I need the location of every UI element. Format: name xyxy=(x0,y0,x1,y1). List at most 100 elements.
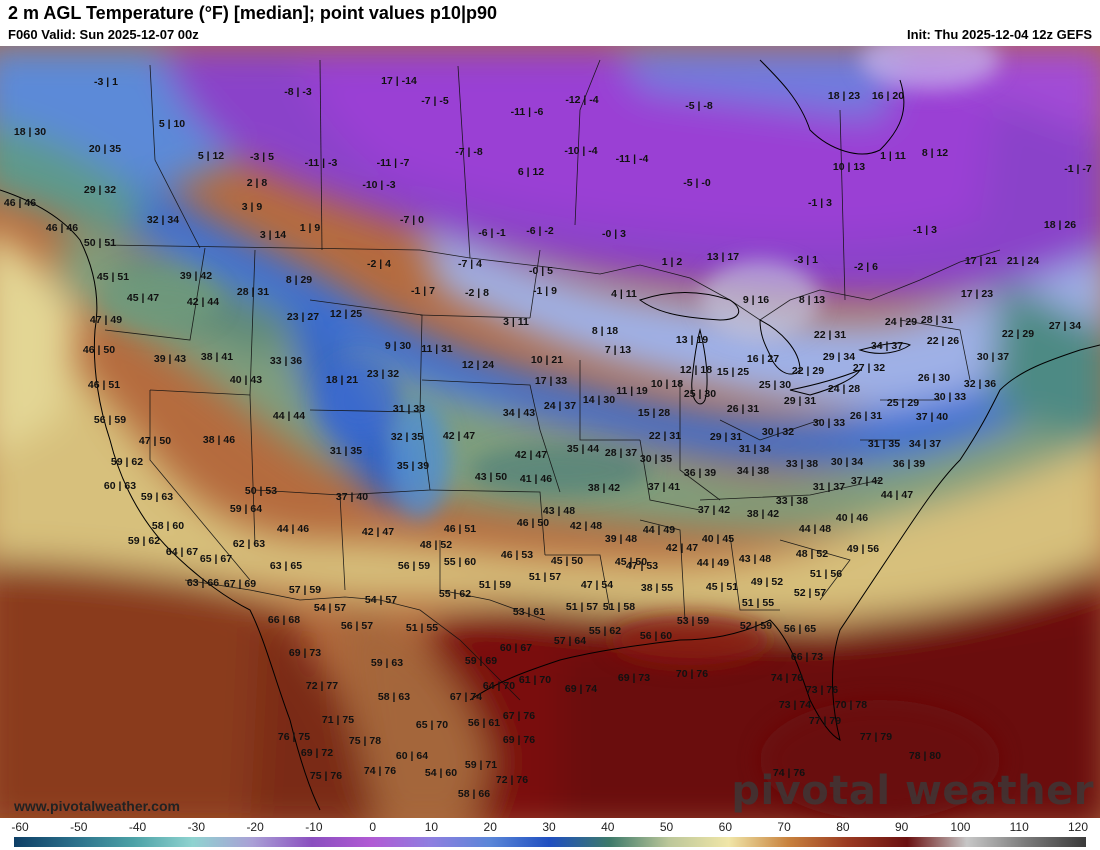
point-value: 56 | 60 xyxy=(640,630,672,642)
point-value: 60 | 63 xyxy=(104,480,136,492)
point-value: -10 | -4 xyxy=(564,145,597,157)
point-value: 70 | 76 xyxy=(676,668,708,680)
point-value: 67 | 69 xyxy=(224,578,256,590)
point-value: 39 | 43 xyxy=(154,353,186,365)
point-value: -5 | -0 xyxy=(683,177,711,189)
point-value: 29 | 31 xyxy=(710,431,742,443)
point-value: 46 | 50 xyxy=(517,517,549,529)
point-value: 27 | 32 xyxy=(853,362,885,374)
point-value: 50 | 53 xyxy=(245,485,277,497)
point-value: 62 | 63 xyxy=(233,538,265,550)
point-value: 45 | 50 xyxy=(615,556,647,568)
point-value: 33 | 38 xyxy=(776,495,808,507)
point-value: -3 | 1 xyxy=(94,76,118,88)
point-value: 30 | 33 xyxy=(934,391,966,403)
point-value: 46 | 53 xyxy=(501,549,533,561)
point-value: 15 | 25 xyxy=(717,366,749,378)
point-value: 31 | 33 xyxy=(393,403,425,415)
point-value: 24 | 37 xyxy=(544,400,576,412)
temperature-map[interactable]: -3 | 1 -8 | -3 17 | -14 -7 | -5 -11 | -6 -12 … xyxy=(0,46,1100,818)
color-scale-tick: 10 xyxy=(424,820,439,834)
map-canvas: -3 | 1 -8 | -3 17 | -14 -7 | -5 -11 | -6 -12 … xyxy=(0,46,1100,818)
point-value: 30 | 35 xyxy=(640,453,672,465)
point-value: 46 | 46 xyxy=(4,197,36,209)
point-value: 25 | 30 xyxy=(684,388,716,400)
point-value: 69 | 74 xyxy=(565,683,597,695)
color-scale-tick: 110 xyxy=(1009,820,1029,834)
point-value: 28 | 31 xyxy=(237,286,269,298)
point-value: 74 | 76 xyxy=(771,672,803,684)
point-value: 47 | 54 xyxy=(581,579,613,591)
point-value: 26 | 30 xyxy=(918,372,950,384)
point-value: 48 | 52 xyxy=(796,548,828,560)
point-value: 30 | 37 xyxy=(977,351,1009,363)
point-value: 77 | 79 xyxy=(860,731,892,743)
point-value: 21 | 24 xyxy=(1007,255,1039,267)
temperature-field xyxy=(0,46,1100,818)
point-value: 57 | 59 xyxy=(289,584,321,596)
point-value: 12 | 24 xyxy=(462,359,494,371)
point-value: 38 | 42 xyxy=(588,482,620,494)
color-scale-tick: 100 xyxy=(950,820,971,834)
point-value: 59 | 71 xyxy=(465,759,497,771)
point-value: 7 | 13 xyxy=(605,344,631,356)
point-value: 75 | 78 xyxy=(349,735,381,747)
point-value: -1 | 9 xyxy=(533,285,557,297)
point-value: 15 | 28 xyxy=(638,407,670,419)
point-value: 51 | 59 xyxy=(479,579,511,591)
color-scale-tick: 20 xyxy=(483,820,497,834)
point-value: 56 | 65 xyxy=(784,623,816,635)
point-value: 3 | 14 xyxy=(260,229,286,241)
point-value: 29 | 32 xyxy=(84,184,116,196)
point-value: 49 | 56 xyxy=(847,543,879,555)
point-value: 63 | 65 xyxy=(270,560,302,572)
point-value: 56 | 57 xyxy=(341,620,373,632)
point-value: 34 | 43 xyxy=(503,407,535,419)
point-value: 26 | 31 xyxy=(727,403,759,415)
point-value: 54 | 60 xyxy=(425,767,457,779)
website-credit[interactable]: www.pivotalweather.com xyxy=(14,798,180,814)
point-value: 38 | 46 xyxy=(203,434,235,446)
point-value: 31 | 37 xyxy=(813,481,845,493)
point-value: 54 | 57 xyxy=(365,594,397,606)
point-value: 16 | 20 xyxy=(872,90,904,102)
point-value: 37 | 42 xyxy=(698,504,730,516)
point-value: 34 | 37 xyxy=(909,438,941,450)
point-value: 51 | 55 xyxy=(742,597,774,609)
point-value: 66 | 73 xyxy=(791,651,823,663)
point-value: 42 | 47 xyxy=(443,430,475,442)
color-scale: -60 -50 -40 -30 -20 -10 0 10 20 30 40 50 60 70 80 90 100… xyxy=(0,818,1100,850)
color-scale-tick: -30 xyxy=(187,820,205,834)
point-value: 65 | 70 xyxy=(416,719,448,731)
color-scale-tick: 0 xyxy=(369,820,376,834)
point-value: 38 | 42 xyxy=(747,508,779,520)
point-value: -1 | 3 xyxy=(913,224,937,236)
point-value: -7 | -8 xyxy=(455,146,483,158)
point-value: 43 | 50 xyxy=(475,471,507,483)
point-value: 44 | 44 xyxy=(273,410,305,422)
point-values: -3 | 1 -8 | -3 17 | -14 -7 | -5 -11 | -6 -12 … xyxy=(4,75,1092,800)
point-value: -11 | -6 xyxy=(511,106,544,118)
point-value: 22 | 31 xyxy=(649,430,681,442)
point-value: 47 | 49 xyxy=(90,314,122,326)
point-value: 13 | 17 xyxy=(707,251,739,263)
point-value: 70 | 78 xyxy=(835,699,867,711)
point-value: 39 | 42 xyxy=(180,270,212,282)
point-value: 59 | 63 xyxy=(371,657,403,669)
point-value: 40 | 45 xyxy=(702,533,734,545)
point-value: 28 | 37 xyxy=(605,447,637,459)
point-value: 46 | 50 xyxy=(83,344,115,356)
point-value: 38 | 55 xyxy=(641,582,673,594)
color-scale-tick: 90 xyxy=(894,820,909,834)
point-value: 72 | 77 xyxy=(306,680,338,692)
point-value: 1 | 2 xyxy=(662,256,683,268)
point-value: 37 | 40 xyxy=(916,411,948,423)
point-value: 56 | 59 xyxy=(398,560,430,572)
init-time: Init: Thu 2025-12-04 12z GEFS xyxy=(907,27,1092,42)
point-value: 47 | 53 xyxy=(626,560,658,572)
point-value: 24 | 28 xyxy=(828,383,860,395)
point-value: 23 | 32 xyxy=(367,368,399,380)
point-value: 31 | 34 xyxy=(739,443,771,455)
color-scale-tick: -10 xyxy=(305,820,323,834)
point-value: 34 | 38 xyxy=(737,465,769,477)
